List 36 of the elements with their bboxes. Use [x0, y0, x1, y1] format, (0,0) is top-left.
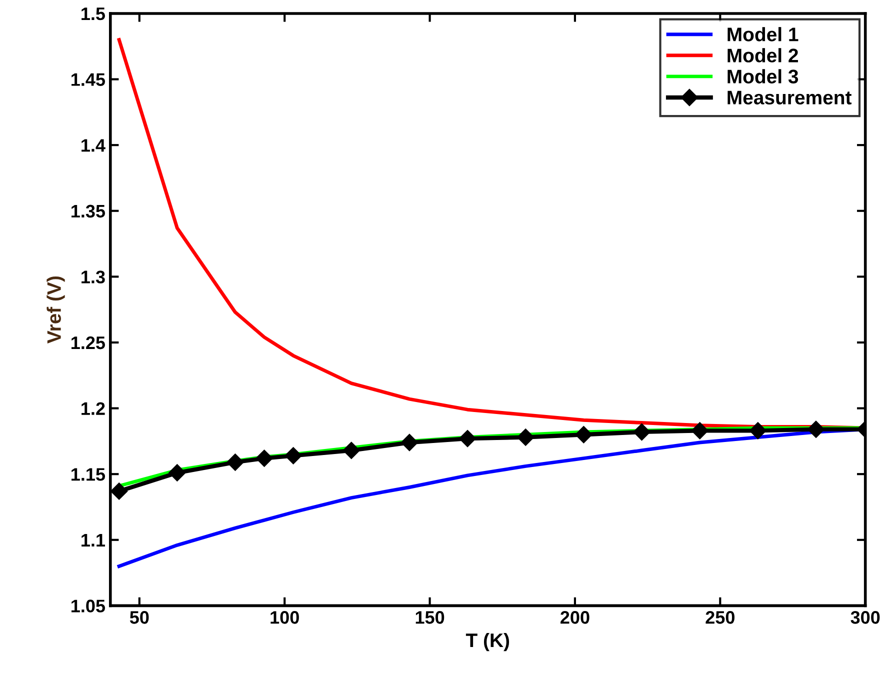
point	[110, 482, 128, 500]
y-tick-label: 1.3	[82, 270, 105, 284]
x-tick-label: 200	[560, 611, 590, 624]
y-tick-label: 1.45	[72, 73, 106, 86]
point	[807, 420, 825, 438]
x-axis-title: T (K)	[466, 632, 510, 652]
y-tick-label: 1.1	[82, 534, 106, 546]
legend-label: Model 1	[728, 27, 798, 42]
legend-label: Measurement	[728, 90, 852, 104]
point	[749, 422, 766, 440]
x-tick-label: 50	[130, 611, 149, 624]
point	[458, 430, 476, 448]
point	[342, 442, 360, 459]
point	[517, 428, 534, 446]
point	[226, 454, 244, 471]
point	[575, 426, 592, 444]
y-tick-label: 1.2	[82, 402, 105, 415]
legend-label: Model 2	[728, 48, 798, 62]
point	[691, 422, 708, 440]
x-tick-label: 150	[416, 611, 444, 624]
point	[256, 450, 273, 467]
y-tick-label: 1.4	[82, 139, 106, 152]
point	[284, 447, 302, 464]
y-tick-label: 1.05	[72, 600, 106, 612]
point	[633, 423, 650, 441]
x-tick-label: 300	[850, 611, 880, 624]
x-tick-label: 250	[706, 611, 734, 624]
point	[168, 464, 186, 482]
point	[400, 434, 418, 452]
legend-label: Model 3	[728, 69, 798, 84]
y-tick-label: 1.25	[72, 336, 106, 350]
y-axis-title: Vref (V)	[46, 276, 65, 344]
x-tick-label: 100	[270, 611, 299, 624]
y-tick-label: 1.5	[82, 8, 106, 20]
y-tick-label: 1.35	[72, 204, 106, 218]
y-tick-label: 1.15	[72, 468, 106, 481]
